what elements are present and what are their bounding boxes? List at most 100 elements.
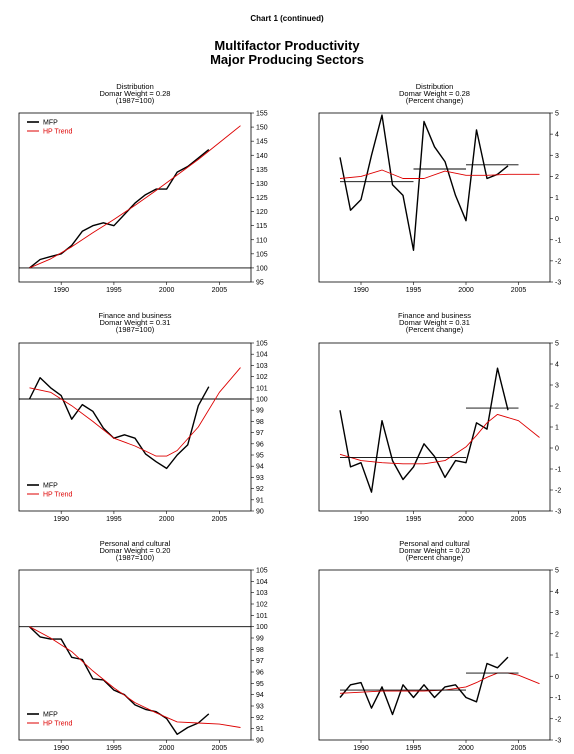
chart-units: (Percent change) [406, 96, 464, 105]
x-tick-label: 2005 [212, 287, 228, 294]
y-tick-label: 2 [555, 174, 559, 181]
y-tick-label: 145 [256, 139, 268, 146]
y-tick-label: 91 [256, 497, 264, 504]
y-tick-label: 110 [256, 237, 267, 244]
legend-mfp-label: MFP [43, 120, 58, 127]
y-tick-label: 1 [555, 195, 559, 202]
chart-title: Personal and cultural [399, 539, 470, 548]
y-tick-label: 98 [256, 419, 264, 426]
y-tick-label: 1 [555, 653, 559, 660]
chart-subtitle: Domar Weight = 0.28 [100, 89, 171, 98]
x-tick-label: 2005 [511, 516, 527, 523]
y-tick-label: 99 [256, 636, 264, 643]
y-tick-label: -1 [555, 695, 561, 702]
chart-title: Personal and cultural [100, 539, 171, 548]
y-tick-label: 101 [256, 613, 268, 620]
y-tick-label: 0 [555, 216, 559, 223]
x-tick-label: 1995 [106, 287, 122, 294]
mfp-series-line [28, 377, 210, 470]
hp-trend-series-line [339, 169, 540, 179]
y-tick-label: 135 [256, 167, 268, 174]
x-tick-label: 2005 [212, 745, 228, 752]
y-tick-label: 150 [256, 125, 268, 132]
y-tick-label: 0 [555, 674, 559, 681]
y-tick-label: -3 [555, 738, 561, 745]
y-tick-label: 3 [555, 153, 559, 160]
y-tick-label: 100 [256, 397, 268, 404]
y-tick-label: 105 [256, 568, 268, 575]
mfp-series-line [339, 114, 509, 252]
y-tick-label: 104 [256, 352, 268, 359]
x-tick-label: 1995 [106, 745, 122, 752]
y-tick-label: 94 [256, 692, 264, 699]
chart-subtitle: Domar Weight = 0.20 [399, 546, 470, 555]
chart-title: Distribution [416, 82, 454, 91]
mfp-series-line [339, 367, 509, 493]
y-tick-label: 92 [256, 715, 264, 722]
x-tick-label: 2000 [458, 516, 474, 523]
y-tick-label: 5 [555, 568, 559, 575]
y-tick-label: 4 [555, 132, 559, 139]
x-tick-label: 2000 [159, 287, 175, 294]
y-tick-label: 94 [256, 464, 264, 471]
plot-frame [18, 342, 252, 512]
y-tick-label: 0 [555, 446, 559, 453]
y-tick-label: 97 [256, 430, 264, 437]
y-tick-label: 2 [555, 404, 559, 411]
y-tick-label: 103 [256, 363, 268, 370]
y-tick-label: -3 [555, 280, 561, 287]
y-tick-label: -2 [555, 716, 561, 723]
y-tick-label: 130 [256, 181, 268, 188]
y-tick-label: 100 [256, 265, 268, 272]
y-tick-label: 95 [256, 453, 264, 460]
x-tick-label: 2000 [159, 745, 175, 752]
legend-mfp-label: MFP [43, 483, 58, 490]
chart-title: Finance and business [398, 311, 471, 320]
x-tick-label: 1995 [106, 516, 122, 523]
legend-mfp-label: MFP [43, 712, 58, 719]
x-tick-label: 2005 [511, 745, 527, 752]
y-tick-label: -2 [555, 258, 561, 265]
chart-units: (1987=100) [116, 553, 155, 562]
y-tick-label: 3 [555, 610, 559, 617]
y-tick-label: 91 [256, 726, 264, 733]
y-tick-label: 101 [256, 385, 268, 392]
x-tick-label: 1990 [353, 516, 369, 523]
chart-units: (1987=100) [116, 96, 155, 105]
mfp-series-line [29, 626, 210, 735]
plot-frame [318, 112, 551, 283]
y-tick-label: 3 [555, 383, 559, 390]
x-tick-label: 2000 [458, 745, 474, 752]
y-tick-label: 105 [256, 251, 268, 258]
x-tick-label: 1990 [53, 287, 69, 294]
y-tick-label: 97 [256, 658, 264, 665]
y-tick-label: 115 [256, 223, 267, 230]
y-tick-label: 125 [256, 195, 268, 202]
y-tick-label: 99 [256, 408, 264, 415]
chart-units: (1987=100) [116, 325, 155, 334]
legend-trend-label: HP Trend [43, 721, 73, 728]
y-tick-label: 95 [256, 280, 264, 287]
chart-subtitle: Domar Weight = 0.20 [100, 546, 171, 555]
x-tick-label: 1990 [353, 745, 369, 752]
y-tick-label: 1 [555, 425, 559, 432]
y-tick-label: 102 [256, 602, 268, 609]
chart-subtitle: Domar Weight = 0.31 [399, 318, 470, 327]
y-tick-label: -3 [555, 509, 561, 516]
plot-frame [318, 342, 551, 512]
y-tick-label: 96 [256, 670, 264, 677]
y-tick-label: 105 [256, 341, 268, 348]
y-tick-label: 93 [256, 704, 264, 711]
x-tick-label: 2005 [511, 287, 527, 294]
y-tick-label: 104 [256, 579, 268, 586]
chart-subtitle: Domar Weight = 0.31 [100, 318, 171, 327]
plot-frame [18, 569, 252, 741]
x-tick-label: 1990 [353, 287, 369, 294]
mfp-series-line [29, 149, 210, 269]
x-tick-label: 1995 [406, 287, 422, 294]
chart-header: Chart 1 (continued) [250, 14, 324, 23]
y-tick-label: 5 [555, 111, 559, 118]
hp-trend-series-line [29, 125, 241, 269]
x-tick-label: 1990 [53, 516, 69, 523]
